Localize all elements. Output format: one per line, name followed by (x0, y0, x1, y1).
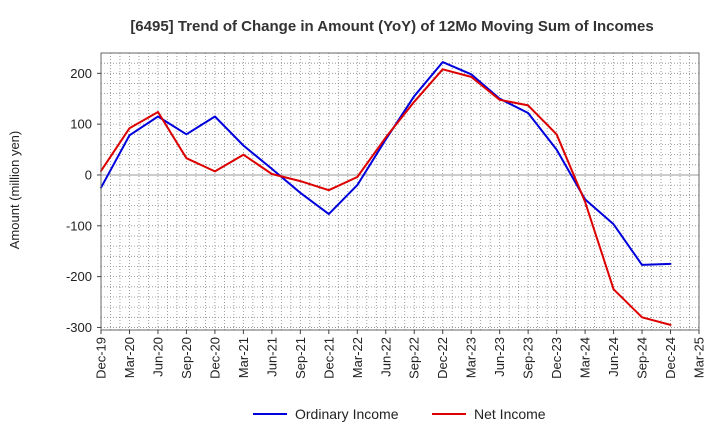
legend: Ordinary Income Net Income (253, 406, 546, 422)
y-axis: 200 100 0 -100 -200 -300 (66, 66, 101, 335)
y-tick-label: -200 (66, 269, 92, 284)
series-line-ordinary-income (100, 61, 672, 266)
plot-area (100, 52, 700, 331)
y-tick-label: -100 (66, 218, 92, 233)
grid (101, 52, 699, 330)
x-tick-label: Dec-24 (663, 337, 678, 379)
x-tick-label: Mar-25 (692, 337, 707, 378)
x-tick-label: Sep-22 (407, 337, 422, 379)
x-tick-label: Sep-20 (179, 337, 194, 379)
legend-label-ordinary-income: Ordinary Income (295, 406, 399, 422)
x-tick-label: Jun-23 (492, 337, 507, 377)
x-tick-label: Dec-23 (549, 337, 564, 379)
x-tick-label: Dec-20 (207, 337, 222, 379)
x-tick-label: Mar-20 (122, 337, 137, 378)
x-tick-label: Jun-24 (606, 337, 621, 377)
x-tick-label: Mar-24 (578, 337, 593, 378)
x-axis: Dec-19 Mar-20 Jun-20 Sep-20 Dec-20 Mar-21 Jun-… (94, 330, 707, 379)
x-tick-label: Dec-21 (321, 337, 336, 379)
x-tick-label: Dec-19 (94, 337, 109, 379)
x-tick-label: Jun-21 (264, 337, 279, 377)
series-line-net-income (100, 68, 672, 326)
series-lines (100, 61, 672, 326)
x-tick-label: Jun-20 (150, 337, 165, 377)
y-axis-label: Amount (million yen) (7, 131, 22, 250)
y-tick-label: 0 (85, 167, 92, 182)
x-tick-label: Jun-22 (378, 337, 393, 377)
x-tick-label: Mar-21 (236, 337, 251, 378)
y-tick-label: 100 (70, 117, 92, 132)
chart-title: [6495] Trend of Change in Amount (YoY) o… (130, 18, 653, 35)
x-tick-label: Mar-22 (350, 337, 365, 378)
x-tick-label: Mar-23 (464, 337, 479, 378)
legend-label-net-income: Net Income (474, 406, 546, 422)
y-tick-label: -300 (66, 320, 92, 335)
x-tick-label: Dec-22 (435, 337, 450, 379)
x-tick-label: Sep-21 (293, 337, 308, 379)
y-tick-label: 200 (70, 66, 92, 81)
x-tick-label: Sep-24 (635, 337, 650, 379)
x-tick-label: Sep-23 (521, 337, 536, 379)
